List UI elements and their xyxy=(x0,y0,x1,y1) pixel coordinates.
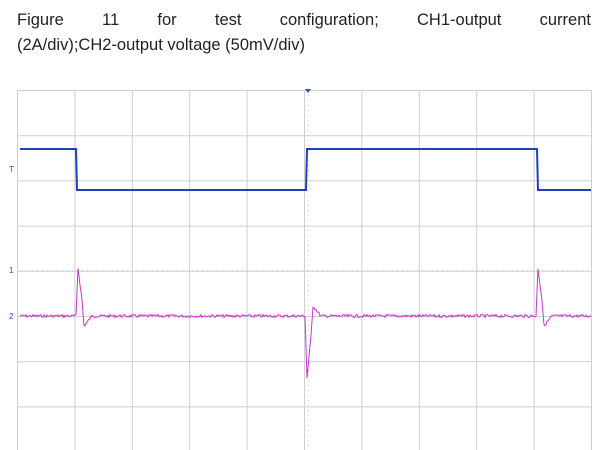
ch1-marker: 1 xyxy=(9,266,14,275)
trigger-marker: T xyxy=(9,165,14,174)
grid xyxy=(17,90,592,450)
caption-line: Figure 11 for test configuration; CH1-ou… xyxy=(17,11,591,29)
ch1-trace xyxy=(20,148,591,191)
ch2-marker: 2 xyxy=(9,312,14,321)
caption-line: (2A/div);CH2-output voltage (50mV/div) xyxy=(17,36,305,54)
trigger-position-marker xyxy=(305,89,311,93)
ch2-trace xyxy=(19,268,592,379)
